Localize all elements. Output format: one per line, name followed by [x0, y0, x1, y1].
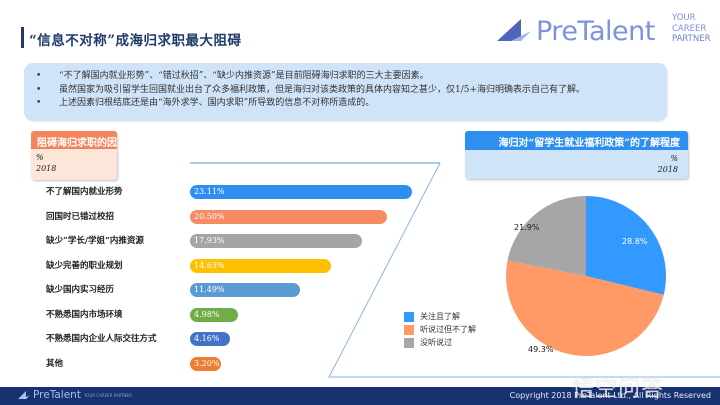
summary-bullet: 上述因素归根结底还是由“海外求学、国内求职”所导致的信息不对称所造成的。: [34, 97, 667, 111]
bar-category-label: 不了解国内就业形势: [46, 187, 123, 197]
bar-category-label: 其他: [46, 358, 64, 369]
legend-label: 听说过但不了解: [420, 325, 476, 334]
right-chart-title: 海归对“留学生就业福利政策”的了解程度: [465, 131, 688, 150]
bar-category-label: 不熟悉国内市场环境: [46, 309, 123, 320]
bar-category-label: 缺少完善的职业规划: [46, 260, 123, 271]
pie-slice-label: 21.9%: [514, 223, 540, 232]
bar-category-label: 回国时已错过校招: [46, 211, 115, 222]
right-chart-subtitle: % 2018: [465, 150, 688, 179]
pie-slice: [507, 196, 586, 276]
page-title: “信息不对称”成海归求职最大阻碍: [29, 33, 242, 49]
bar: 23.11%: [190, 185, 412, 199]
copyright-text: Copyright 2018 PreTalent Ltd., All Right…: [509, 391, 711, 400]
bar-category-label: 不熟悉国内企业人际交往方式: [46, 334, 157, 344]
logo-sail-icon: [497, 19, 531, 41]
legend-label: 关注且了解: [420, 312, 460, 321]
bar: 14.63%: [190, 258, 331, 273]
watermark: 悟空问答: [572, 377, 665, 402]
bar: 3.20%: [190, 356, 221, 371]
pie-chart: [506, 196, 666, 356]
bar: 17.93%: [190, 234, 363, 248]
legend-label: 没听说过: [420, 338, 452, 347]
bar-category-label: 缺少“学长/学姐”内推资源: [46, 236, 144, 246]
left-chart-subtitle: % 2018: [31, 149, 117, 180]
legend-swatch: [404, 312, 414, 322]
legend-swatch: [404, 338, 414, 348]
bar-category-label: 缺少国内实习经历: [46, 285, 115, 295]
bar: 4.98%: [190, 307, 238, 322]
bar: 20.50%: [190, 209, 387, 224]
pie-slice-label: 49.3%: [528, 345, 554, 354]
bar: 11.49%: [190, 283, 301, 297]
pie-slice: [586, 196, 666, 295]
bar: 4.16%: [190, 332, 230, 346]
footer: PreTalent YOUR CAREER PARTNER Copyright 2…: [0, 387, 720, 405]
summary-bullet: “不了解国内就业形势”、“错过秋招”、“缺少内推资源”是目前阻碍海归求职的三大主…: [34, 70, 667, 84]
logo-brand: PreTalent: [536, 16, 655, 47]
legend-swatch: [404, 325, 414, 335]
pretalent-logo: PreTalent YOUR CAREER PARTNER: [489, 12, 719, 52]
summary-bullet: 虽然国家为吸引留学生回国就业出台了众多福利政策，但是海归对该类政策的具体内容知之…: [34, 84, 667, 98]
pie-slice: [506, 260, 664, 356]
footer-logo-icon: [18, 391, 30, 399]
summary-box: “不了解国内就业形势”、“错过秋招”、“缺少内推资源”是目前阻碍海归求职的三大主…: [24, 63, 667, 121]
pie-slice-label: 28.8%: [622, 237, 648, 246]
title-accent-bar: [21, 27, 24, 48]
footer-logo: PreTalent YOUR CAREER PARTNER: [18, 389, 132, 401]
logo-tagline: YOUR CAREER PARTNER: [672, 13, 711, 44]
